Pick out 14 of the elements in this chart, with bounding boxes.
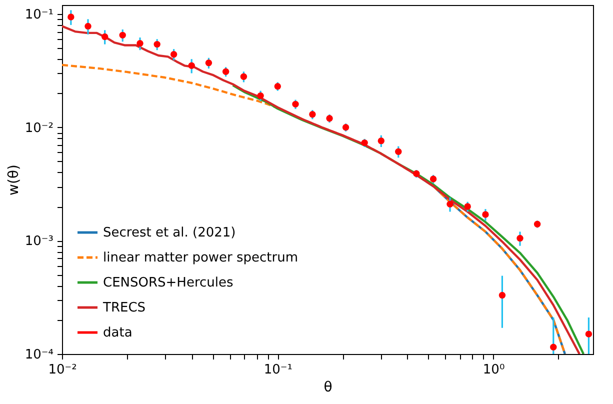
x-tick-label: 10⁰ <box>482 362 505 378</box>
legend-label: CENSORS+Hercules <box>103 276 234 290</box>
y-tick-label: 10⁻³ <box>24 234 54 250</box>
x-tick-label: 10⁻² <box>48 362 77 378</box>
legend-label: Secrest et al. (2021) <box>103 226 236 240</box>
legend-label: data <box>103 326 132 340</box>
y-axis-title: w(θ) <box>6 164 22 196</box>
legend-label: TRECS <box>102 300 146 316</box>
x-axis-title: θ <box>324 380 332 396</box>
x-tick-label: 10⁻¹ <box>264 362 292 378</box>
y-tick-label: 10⁻⁴ <box>24 348 54 362</box>
legend-label: linear matter power spectrum <box>103 250 298 266</box>
y-tick-label: 10⁻¹ <box>24 7 54 22</box>
y-tick-label: 10⁻² <box>24 120 54 136</box>
